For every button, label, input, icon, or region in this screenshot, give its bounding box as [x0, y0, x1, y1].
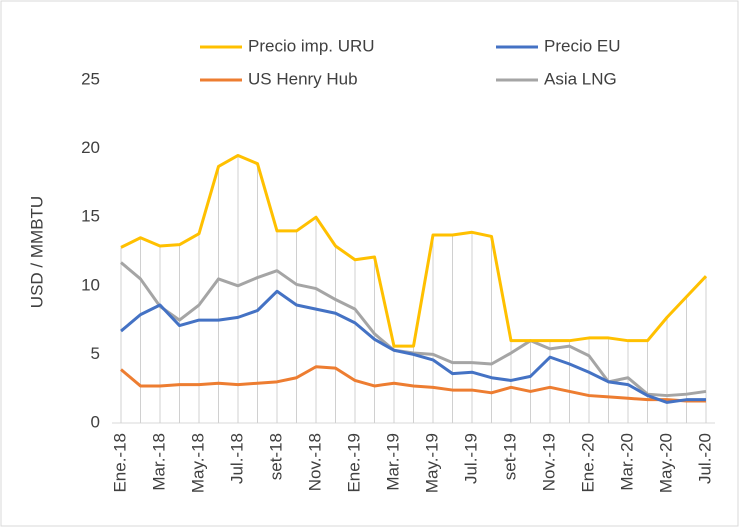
x-tick-label: Mar.-20 [617, 433, 636, 491]
y-tick-label: 5 [91, 344, 100, 363]
y-tick-label: 15 [81, 207, 100, 226]
series-line [120, 153, 708, 348]
x-tick-label: Ene.-18 [110, 433, 129, 493]
x-tick-label: May.-18 [188, 433, 207, 493]
y-tick-label: 25 [81, 69, 100, 88]
x-tick-label: Nov.-18 [305, 433, 324, 491]
y-axis-label: USD / MMBTU [27, 196, 46, 308]
x-tick-label: Jul.-20 [695, 433, 714, 484]
y-tick-label: 10 [81, 275, 100, 294]
legend-label: Precio imp. URU [248, 36, 375, 55]
legend-label: US Henry Hub [248, 69, 358, 88]
legend-label: Asia LNG [544, 69, 617, 88]
x-tick-label: Ene.-19 [344, 433, 363, 493]
x-tick-label: May.-19 [422, 433, 441, 493]
x-tick-label: Ene.-20 [578, 433, 597, 493]
series-line [120, 289, 706, 404]
x-tick-label: Jul.-18 [227, 433, 246, 484]
x-tick-label: May.-20 [656, 433, 675, 493]
x-tick-label: Mar.-18 [149, 433, 168, 491]
y-tick-label: 20 [81, 138, 100, 157]
x-tick-label: set-19 [500, 433, 519, 480]
x-tick-label: Nov.-19 [539, 433, 558, 491]
series-line [120, 365, 706, 403]
x-tick-label: Jul.-19 [461, 433, 480, 484]
y-tick-label: 0 [91, 412, 100, 431]
legend-label: Precio EU [544, 36, 621, 55]
x-tick-label: set-18 [266, 433, 285, 480]
x-tick-label: Mar.-19 [383, 433, 402, 491]
